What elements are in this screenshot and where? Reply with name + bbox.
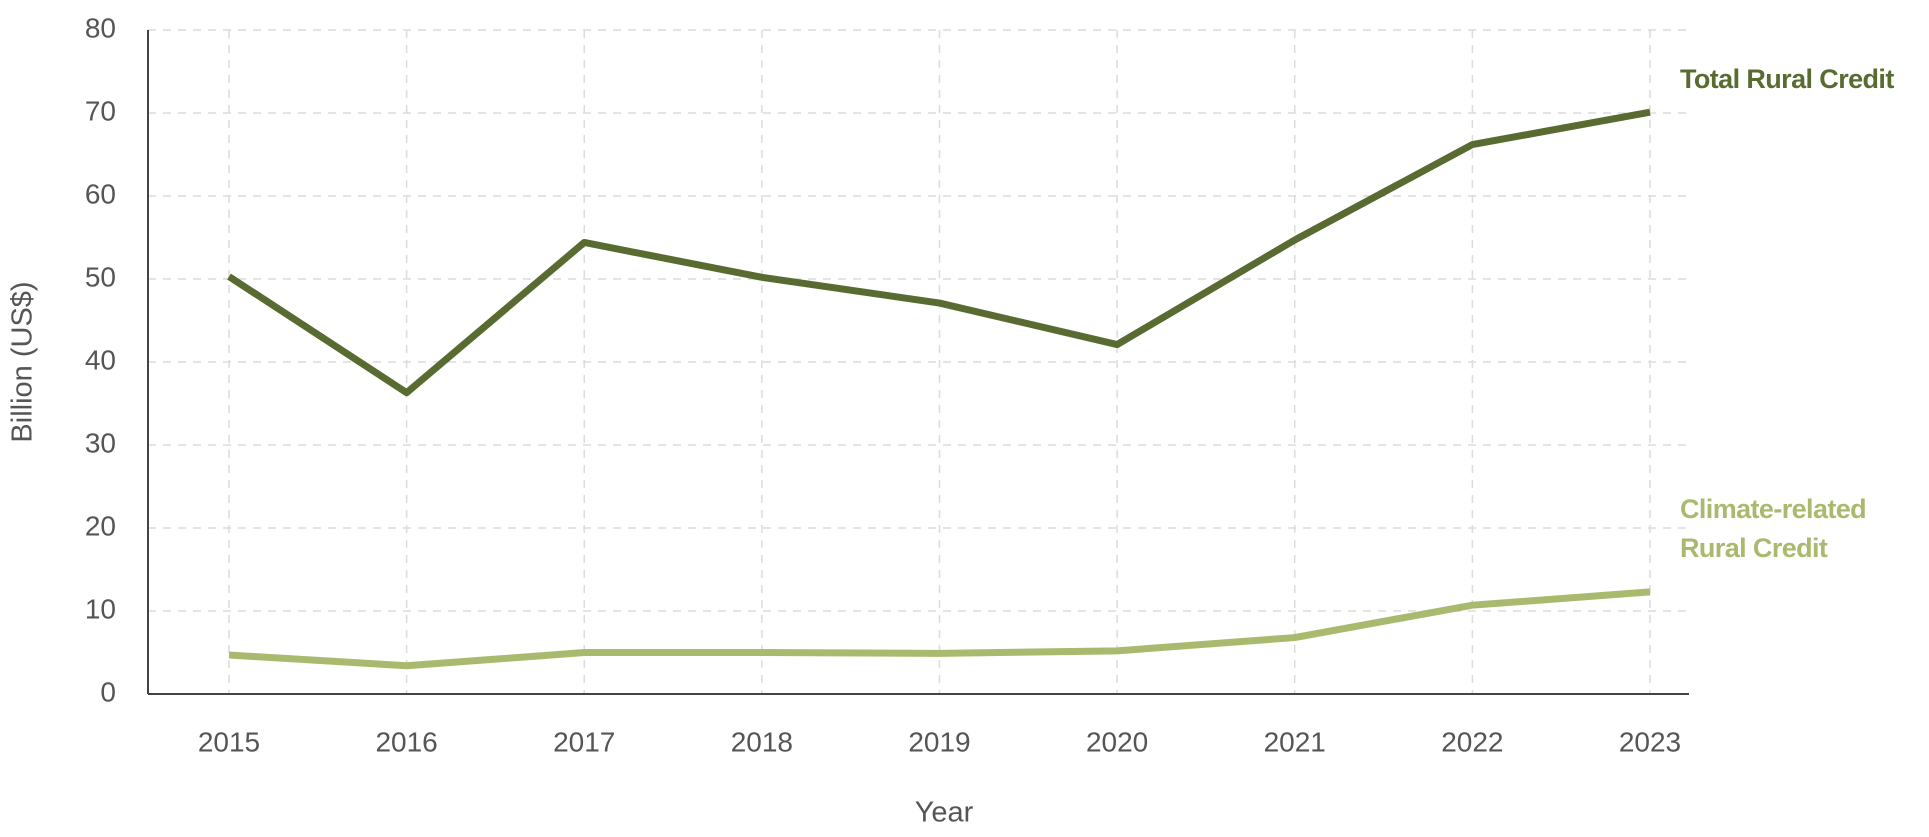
x-tick-label: 2023 [1619, 726, 1681, 757]
x-tick-label: 2022 [1441, 726, 1503, 757]
series-label: Climate-related Rural Credit [1680, 494, 1867, 564]
labels: 0 10 20 30 40 50 60 70 80 2015 2016 2017 2018 2019 202… [85, 12, 1681, 757]
x-tick-label: 2016 [375, 726, 437, 757]
y-tick-label: 10 [85, 593, 116, 624]
y-tick-label: 50 [85, 261, 116, 292]
y-tick-label: 60 [85, 178, 116, 209]
grid [148, 29, 1689, 694]
y-tick-label: 30 [85, 427, 116, 458]
x-tick-label: 2021 [1264, 726, 1326, 757]
series-line [227, 108, 1651, 397]
y-axis-title: Billion (US$) [7, 281, 39, 442]
x-tick-label: 2017 [553, 726, 615, 757]
series-label: Total Rural Credit [1680, 64, 1894, 94]
y-tick-label: 40 [85, 344, 116, 375]
series-line [228, 588, 1651, 670]
x-tick-label: 2019 [908, 726, 970, 757]
y-tick-label: 70 [85, 95, 116, 126]
y-tick-label: 80 [85, 12, 116, 43]
y-tick-label: 20 [85, 510, 116, 541]
axes [147, 30, 1689, 695]
x-tick-label: 2015 [198, 726, 260, 757]
y-tick-label: 0 [100, 676, 116, 707]
x-tick-label: 2018 [731, 726, 793, 757]
lines [227, 108, 1651, 670]
x-tick-label: 2020 [1086, 726, 1148, 757]
x-axis-title: Year [915, 797, 974, 829]
